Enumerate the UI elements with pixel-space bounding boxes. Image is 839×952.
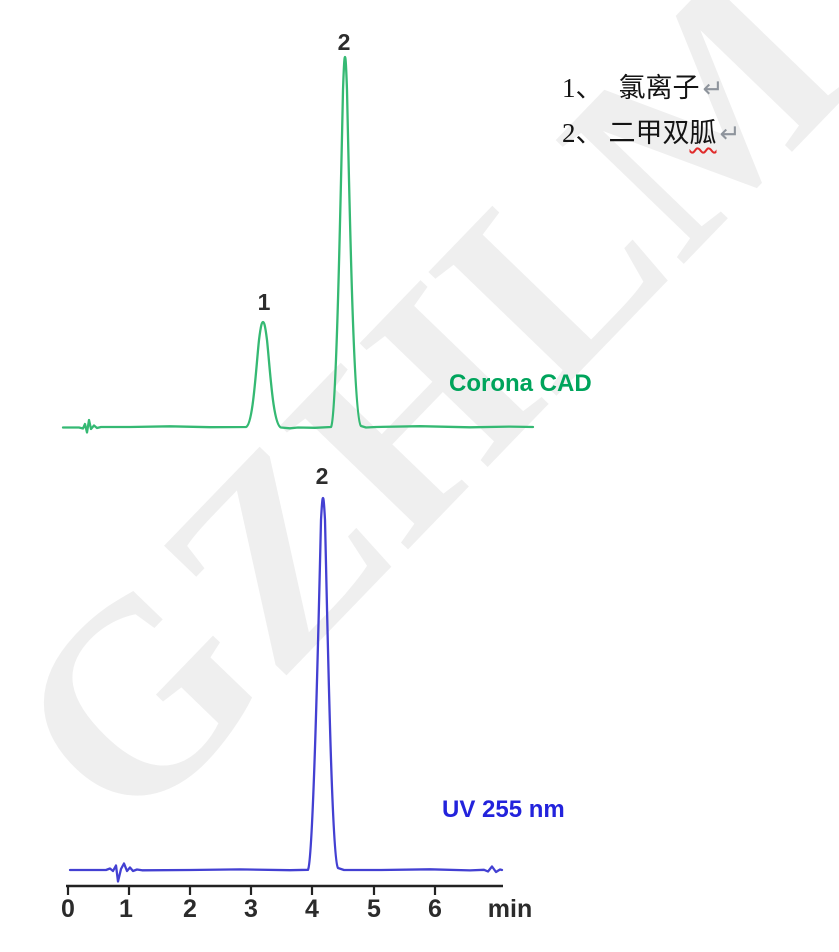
- legend-item-2: 2、 二甲双胍 ↵: [562, 111, 740, 156]
- peak-label-uv-2: 2: [315, 463, 329, 489]
- return-mark-icon: ↵: [719, 121, 741, 148]
- uv-trace-path: [68, 496, 504, 883]
- tick-label-5: 5: [367, 895, 381, 923]
- x-axis-ticks: [66, 886, 437, 895]
- tick-label-4: 4: [305, 895, 319, 923]
- legend-compound: 二甲双: [608, 118, 690, 148]
- peak-legend: 1、 氯离子 ↵ 2、 二甲双胍 ↵: [562, 66, 740, 156]
- tick-label-6: 6: [428, 895, 442, 923]
- tick-label-1: 1: [119, 895, 133, 923]
- return-mark-icon: ↵: [702, 76, 724, 103]
- tick-label-3: 3: [244, 895, 258, 923]
- tick-label-0: 0: [61, 895, 75, 923]
- cad-trace-path: [61, 55, 535, 434]
- axis-unit-label: min: [487, 895, 533, 923]
- uv-trace-label: UV 255 nm: [442, 796, 565, 823]
- cad-trace-label: Corona CAD: [449, 370, 592, 397]
- peak-label-cad-1: 1: [257, 289, 271, 315]
- legend-marker: 2、: [562, 118, 603, 148]
- legend-compound-misspelled: 胍: [689, 118, 717, 148]
- tick-label-2: 2: [183, 895, 197, 923]
- peak-label-cad-2: 2: [337, 29, 351, 55]
- x-axis: [66, 884, 503, 895]
- legend-compound: 氯离子: [618, 73, 700, 103]
- legend-item-1: 1、 氯离子 ↵: [562, 66, 740, 111]
- legend-marker: 1、: [562, 73, 603, 103]
